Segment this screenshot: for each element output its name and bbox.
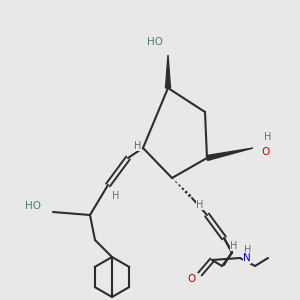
Text: HO: HO [25, 201, 41, 211]
Text: HO: HO [147, 37, 163, 47]
Text: H: H [230, 241, 238, 251]
Polygon shape [206, 148, 253, 161]
Text: H: H [134, 141, 142, 151]
Text: H: H [264, 132, 272, 142]
Text: H: H [196, 200, 204, 210]
Text: H: H [244, 245, 252, 255]
Polygon shape [166, 55, 170, 88]
Text: N: N [243, 253, 251, 263]
Text: H: H [112, 191, 120, 201]
Text: O: O [188, 274, 196, 284]
Text: O: O [262, 147, 270, 157]
